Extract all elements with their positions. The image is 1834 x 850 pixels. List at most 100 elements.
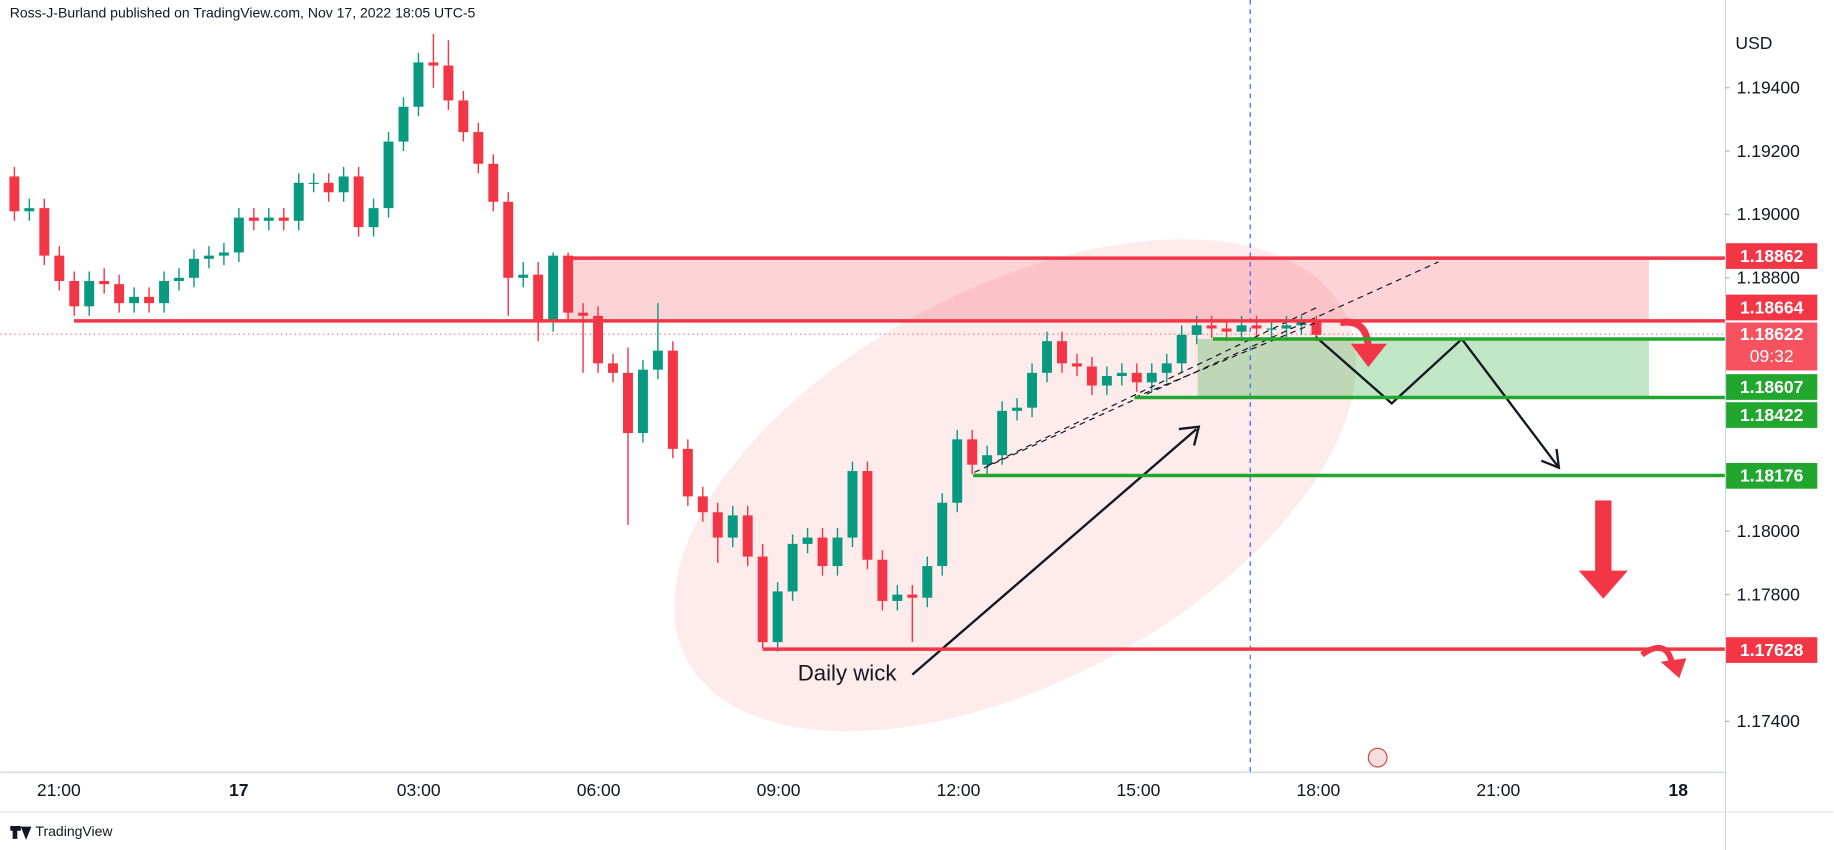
- candle-body: [623, 372, 633, 434]
- candle-body: [383, 141, 394, 209]
- trend-line: [1134, 322, 1316, 399]
- price-label: 1.17628: [1740, 640, 1804, 660]
- x-tick-label: 17: [229, 780, 248, 800]
- price-label-bg: [1726, 374, 1818, 400]
- candle-body: [997, 410, 1008, 456]
- candle-body: [862, 471, 873, 560]
- currency: USD: [1735, 33, 1772, 53]
- x-tick-label: 18: [1669, 780, 1689, 800]
- current-price-label: 1.18622: [1740, 324, 1804, 344]
- candle-body: [488, 163, 499, 202]
- candle-body: [982, 455, 993, 465]
- current-price-bg: [1726, 322, 1818, 371]
- x-tick-label: 12:00: [937, 780, 981, 800]
- price-label: 1.18176: [1740, 466, 1804, 486]
- candle-body: [832, 537, 843, 567]
- candle-body: [458, 100, 469, 133]
- candle-body: [263, 217, 274, 221]
- candle-body: [443, 65, 454, 101]
- candle-body: [772, 591, 783, 643]
- candle-body: [9, 176, 20, 212]
- annotation: Daily wick: [798, 660, 898, 685]
- candle-body: [1146, 372, 1157, 383]
- arrow-head: [1660, 658, 1687, 679]
- logo: [10, 826, 32, 840]
- candle-body: [892, 594, 903, 601]
- candle-body: [1206, 325, 1217, 329]
- candle-body: [189, 258, 199, 278]
- candle-body: [1281, 325, 1292, 329]
- x-tick-label: 21:00: [37, 780, 81, 800]
- candle-body: [1266, 328, 1277, 330]
- candle-body: [533, 274, 544, 323]
- price-label-bg: [1726, 637, 1818, 663]
- candle-body: [593, 315, 604, 364]
- price-label-bg: [1726, 294, 1818, 321]
- y-tick-label: 1.18000: [1737, 521, 1801, 541]
- candle-body: [323, 182, 334, 193]
- projection-path: [1314, 335, 1560, 469]
- candle-body: [742, 515, 753, 557]
- zone: [565, 258, 1649, 321]
- candle-body: [428, 62, 439, 66]
- price-label: 1.18862: [1740, 246, 1804, 266]
- candle-body: [398, 106, 409, 142]
- x-tick-label: 15:00: [1117, 780, 1161, 800]
- candle-body: [937, 502, 948, 567]
- price-label-bg: [1726, 243, 1818, 269]
- candle-body: [967, 439, 978, 465]
- candle-body: [114, 284, 125, 304]
- candle-body: [652, 350, 663, 370]
- candle-body: [144, 296, 155, 304]
- price-label: 1.18607: [1740, 377, 1803, 397]
- zone: [1197, 338, 1649, 398]
- candle-body: [353, 176, 364, 228]
- candle-body: [1161, 363, 1172, 373]
- background-layer: [674, 239, 1357, 732]
- candle-body: [69, 280, 80, 307]
- candle-body: [24, 208, 35, 212]
- y-tick-label: 1.17400: [1737, 711, 1801, 731]
- candle-body: [877, 559, 888, 601]
- candle-body: [203, 255, 214, 259]
- candles-layer: [9, 33, 1322, 652]
- candle-body: [1101, 376, 1112, 386]
- candle-body: [1086, 366, 1097, 386]
- candle-body: [787, 543, 798, 592]
- y-tick-label: 1.19000: [1737, 204, 1801, 224]
- zones-layer: [0, 258, 1725, 398]
- candle-body: [578, 312, 589, 316]
- byline: Ross-J-Burland published on TradingView.…: [10, 5, 476, 21]
- price-label: 1.18422: [1740, 405, 1804, 425]
- candle-body: [278, 217, 289, 221]
- arrow-head: [1350, 343, 1388, 368]
- candle-body: [308, 182, 319, 184]
- candle-body: [129, 296, 140, 304]
- candle-body: [1131, 372, 1142, 383]
- candle-body: [159, 280, 170, 304]
- candle-body: [1191, 325, 1202, 335]
- y-tick-label: 1.18800: [1737, 268, 1801, 288]
- arrow-head: [1178, 425, 1201, 446]
- candle-body: [548, 255, 559, 323]
- price-label: 1.18664: [1740, 297, 1804, 317]
- arrow-line: [911, 428, 1198, 676]
- candle-body: [174, 277, 184, 281]
- candle-body: [39, 208, 50, 256]
- candle-body: [368, 208, 379, 228]
- drawings: Daily wick: [74, 0, 1725, 772]
- candle-body: [518, 274, 529, 278]
- candle-body: [712, 512, 723, 538]
- x-tick-label: 21:00: [1476, 780, 1520, 800]
- candle-body: [1176, 334, 1187, 364]
- candle-body: [1071, 363, 1082, 367]
- candle-body: [413, 62, 424, 107]
- candle-body: [1251, 325, 1262, 329]
- candle-body: [1042, 341, 1052, 373]
- candle-body: [847, 471, 858, 538]
- candle-body: [907, 594, 918, 598]
- y-tick-label: 1.19400: [1737, 78, 1801, 98]
- down-arrow: [1595, 500, 1612, 573]
